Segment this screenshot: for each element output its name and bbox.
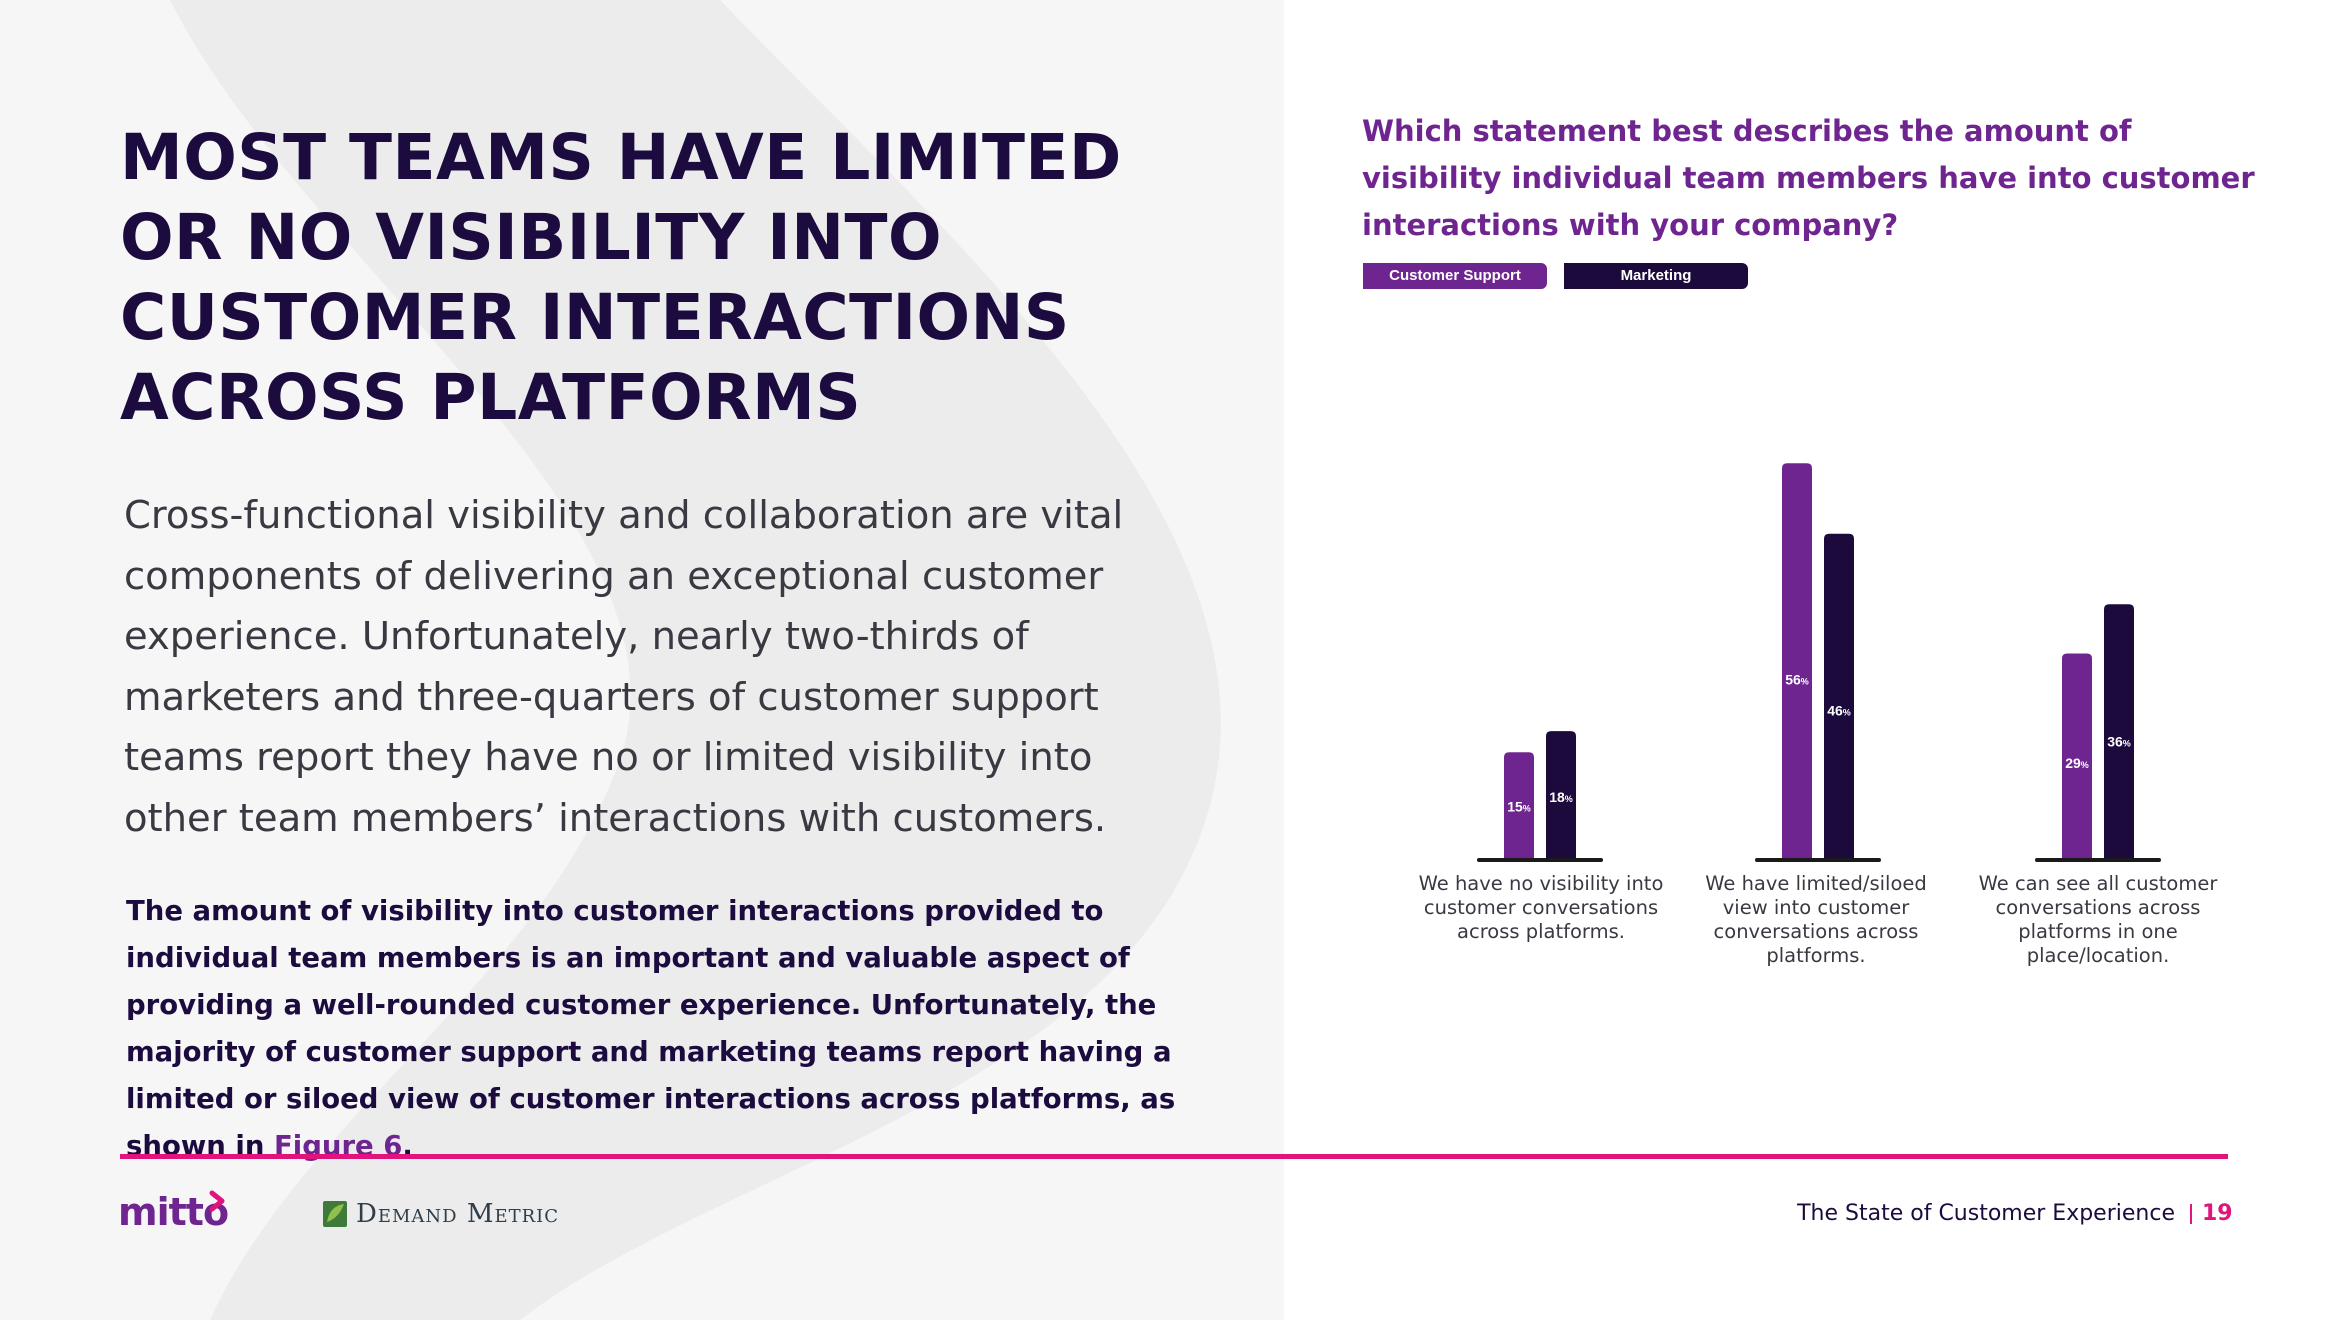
- chart-title: Which statement best describes the amoun…: [1362, 114, 2255, 242]
- footer-report-title: The State of Customer Experience: [1797, 1201, 2175, 1226]
- category-label-no-visibility: We have no visibility into customer conv…: [1418, 872, 1664, 943]
- intro-paragraph: Cross-functional visibility and collabor…: [124, 493, 1124, 841]
- mitto-logo: mitto: [118, 1190, 229, 1234]
- mitto-arrow-icon: [209, 1190, 225, 1212]
- baseline-2: [2035, 858, 2161, 862]
- legend-marketing: Marketing: [1564, 263, 1748, 289]
- footer-divider: [120, 1154, 2228, 1159]
- baseline-0: [1477, 858, 1603, 862]
- page-number: 19: [2202, 1201, 2233, 1226]
- bar-customer-support-0: [1504, 752, 1534, 858]
- background-swoosh: [0, 0, 1284, 1320]
- footer-separator: [2190, 1204, 2192, 1224]
- demand-metric-logo: Demand Metric: [356, 1199, 560, 1229]
- demand-metric-leaf-icon: [323, 1201, 347, 1227]
- detail-text: The amount of visibility into customer i…: [126, 895, 1176, 1162]
- left-panel: MOST TEAMS HAVE LIMITED OR NO VISIBILITY…: [0, 0, 1284, 1320]
- bar-marketing-1: [1824, 533, 1854, 858]
- bar-chart: 15%18%56%46%29%36%: [1477, 463, 2161, 862]
- baseline-1: [1755, 858, 1881, 862]
- legend-customer-support: Customer Support: [1363, 263, 1547, 289]
- bar-marketing-0: [1546, 731, 1576, 858]
- detail-paragraph: The amount of visibility into customer i…: [126, 888, 1216, 1170]
- category-label-see-all: We can see all customer conversations ac…: [1978, 872, 2218, 967]
- bar-customer-support-2: [2062, 653, 2092, 858]
- bar-marketing-2: [2104, 604, 2134, 858]
- detail-end: .: [402, 1130, 413, 1162]
- bar-customer-support-1: [1782, 463, 1812, 858]
- headline: MOST TEAMS HAVE LIMITED OR NO VISIBILITY…: [120, 121, 1122, 434]
- category-label-limited-view: We have limited/siloed view into custome…: [1705, 872, 1927, 967]
